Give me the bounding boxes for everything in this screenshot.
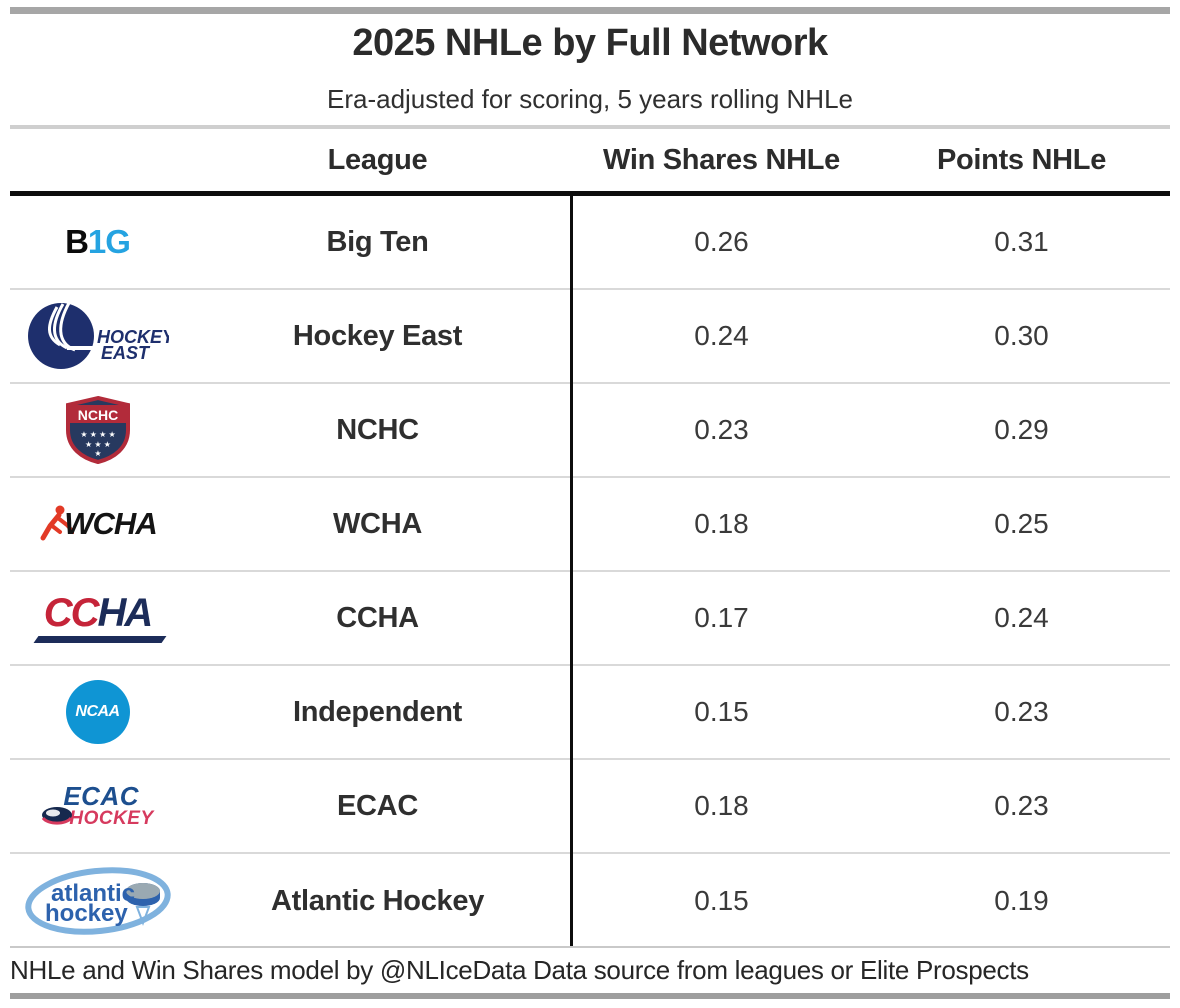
table-header-row: League Win Shares NHLe Points NHLe <box>10 130 1170 191</box>
table-row-independent: NCAA Independent 0.15 0.23 <box>10 666 1170 760</box>
table-row-nchc: NCHC ★ ★ ★ ★ ★ ★ ★ ★ NCHC 0.23 0.29 <box>10 384 1170 478</box>
subtitle-divider <box>10 125 1170 129</box>
league-name: NCHC <box>336 413 419 446</box>
nchc-logo: NCHC ★ ★ ★ ★ ★ ★ ★ ★ <box>10 384 185 476</box>
league-name: Big Ten <box>326 225 429 258</box>
win-shares-value: 0.15 <box>694 885 749 916</box>
win-shares-value: 0.23 <box>694 414 749 445</box>
big-ten-logo: B1G <box>10 196 185 288</box>
win-shares-value: 0.15 <box>694 696 749 727</box>
hockey-east-logo-icon: HOCKEY EAST <box>27 302 169 369</box>
big-ten-logo-text: B1G <box>65 223 131 260</box>
ccha-swoosh <box>33 636 167 643</box>
footer-divider <box>10 946 1170 948</box>
header-league: League <box>327 144 428 176</box>
atlantic-hockey-logo: atlantic hockey <box>10 854 185 948</box>
atlantic-hockey-logo-icon: atlantic hockey <box>24 867 171 935</box>
ecac-logo-text: ECAC <box>63 780 140 811</box>
points-value: 0.23 <box>994 790 1049 821</box>
table-row-ecac: ECAC HOCKEY ECAC 0.18 0.23 <box>10 760 1170 854</box>
svg-text:HOCKEY: HOCKEY <box>97 327 169 347</box>
wcha-logo-text: WCHA <box>64 506 157 541</box>
points-value: 0.25 <box>994 508 1049 539</box>
svg-text:★ ★ ★ ★: ★ ★ ★ ★ <box>80 430 115 439</box>
ncaa-logo-text: NCAA <box>75 703 120 720</box>
hockey-east-logo: HOCKEY EAST <box>10 290 185 382</box>
points-value: 0.23 <box>994 696 1049 727</box>
win-shares-value: 0.26 <box>694 226 749 257</box>
svg-text:atlantic: atlantic <box>51 880 135 907</box>
svg-text:hockey: hockey <box>45 900 128 927</box>
win-shares-value: 0.18 <box>694 790 749 821</box>
table-row-atlantic-hockey: atlantic hockey Atlantic Hockey 0.15 0.1… <box>10 854 1170 948</box>
table-body: B1G Big Ten 0.26 0.31 HOCKEY EAST Hockey… <box>0 196 1180 948</box>
wcha-skater-icon <box>40 505 75 541</box>
win-shares-value: 0.18 <box>694 508 749 539</box>
svg-text:NCHC: NCHC <box>77 407 117 423</box>
table-row-wcha: WCHA WCHA 0.18 0.25 <box>10 478 1170 572</box>
table-row-hockey-east: HOCKEY EAST Hockey East 0.24 0.30 <box>10 290 1170 384</box>
league-name: ECAC <box>337 789 418 822</box>
points-value: 0.19 <box>994 885 1049 916</box>
header-points: Points NHLe <box>936 144 1107 176</box>
league-name: Independent <box>292 695 463 728</box>
ecac-logo: ECAC HOCKEY <box>10 760 185 852</box>
ccha-logo: CCHA <box>10 572 185 664</box>
league-name: Hockey East <box>292 319 463 352</box>
win-shares-value: 0.17 <box>694 602 749 633</box>
points-value: 0.30 <box>994 320 1049 351</box>
league-name: WCHA <box>332 507 422 540</box>
nchc-shield-icon: NCHC ★ ★ ★ ★ ★ ★ ★ ★ <box>65 395 130 465</box>
ecac-hockey-text: HOCKEY <box>69 808 154 830</box>
header-win-shares: Win Shares NHLe <box>603 144 840 176</box>
league-name: Atlantic Hockey <box>270 884 485 917</box>
column-divider-line <box>570 196 573 946</box>
table-row-big-ten: B1G Big Ten 0.26 0.31 <box>10 196 1170 290</box>
table-row-ccha: CCHA CCHA 0.17 0.24 <box>10 572 1170 666</box>
header-underline <box>10 191 1170 196</box>
league-name: CCHA <box>336 601 419 634</box>
ecac-puck-icon <box>42 807 73 825</box>
page-subtitle: Era-adjusted for scoring, 5 years rollin… <box>326 84 854 114</box>
svg-text:★ ★ ★: ★ ★ ★ <box>85 440 111 449</box>
ncaa-disc-icon: NCAA <box>65 680 130 744</box>
ncaa-logo: NCAA <box>10 666 185 758</box>
points-value: 0.29 <box>994 414 1049 445</box>
ccha-logo-text: CCHA <box>33 593 167 643</box>
points-value: 0.31 <box>994 226 1049 257</box>
page-title: 2025 NHLe by Full Network <box>352 22 828 64</box>
points-value: 0.24 <box>994 602 1049 633</box>
svg-text:EAST: EAST <box>101 343 151 363</box>
win-shares-value: 0.24 <box>694 320 749 351</box>
top-accent-bar <box>10 7 1170 14</box>
svg-text:★: ★ <box>94 449 101 458</box>
bottom-accent-bar <box>10 993 1170 999</box>
footer-credit: NHLe and Win Shares model by @NLIceData … <box>10 955 1029 985</box>
wcha-logo: WCHA <box>10 478 185 570</box>
